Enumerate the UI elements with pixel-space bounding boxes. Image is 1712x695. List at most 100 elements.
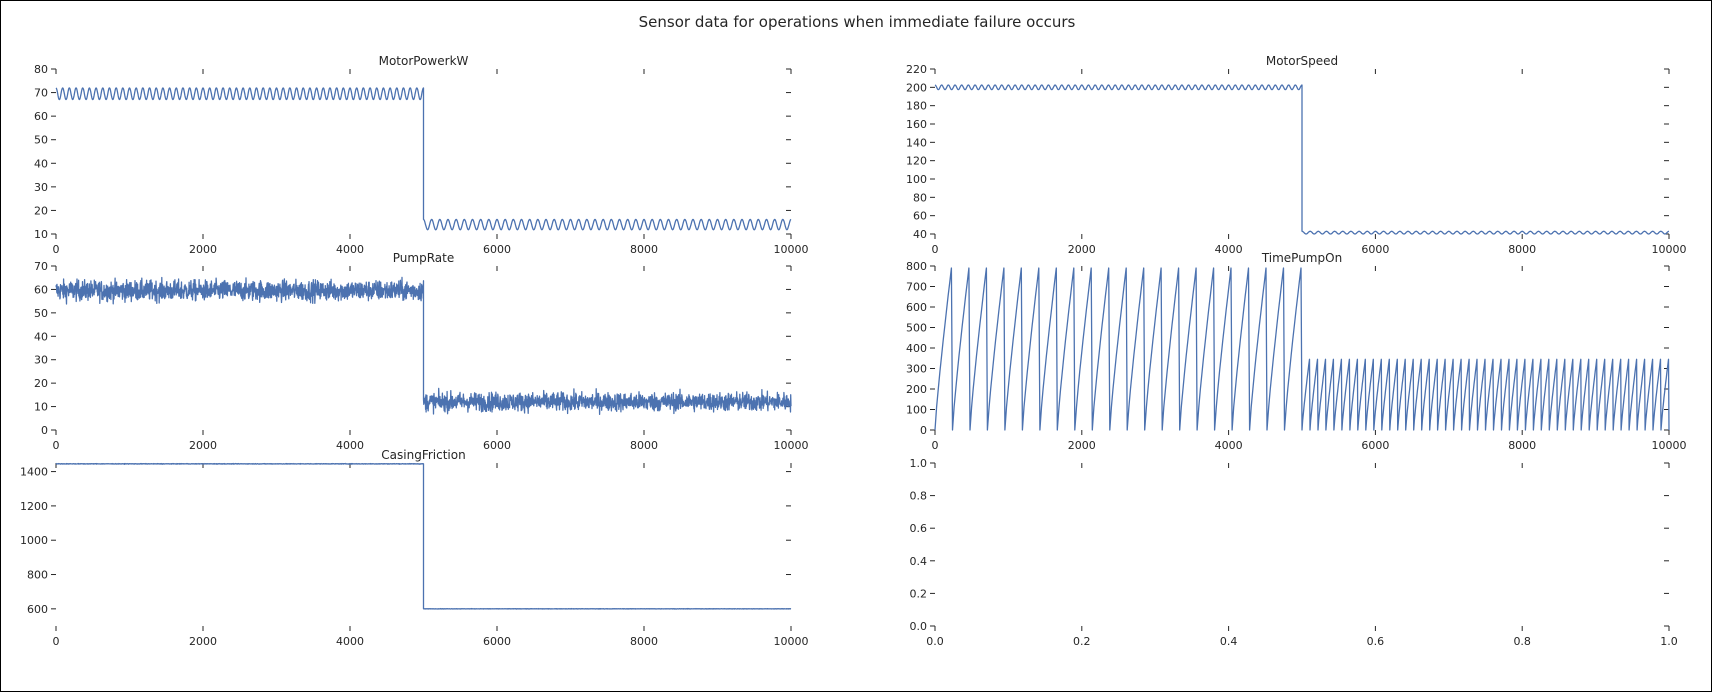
y-tick-label: 600	[27, 603, 48, 616]
y-tick-label: 500	[906, 322, 927, 335]
y-tick-label: 800	[27, 569, 48, 582]
subplot-1: 0 2000 4000 6000 8000 10000 10 20 30 40 50 60 70 80 Mo…	[34, 54, 809, 256]
y-tick-label: 100	[906, 173, 927, 186]
subplot-title: TimePumpOn	[1261, 251, 1342, 265]
y-tick-label: 80	[34, 63, 48, 76]
x-tick-label: 6000	[1361, 439, 1389, 452]
x-tick-label: 2000	[189, 243, 217, 256]
y-tick-label: 70	[34, 87, 48, 100]
x-tick-label: 6000	[483, 243, 511, 256]
y-tick-label: 50	[34, 134, 48, 147]
x-tick-label: 6000	[483, 635, 511, 648]
x-tick-label: 2000	[189, 635, 217, 648]
subplot-title: MotorSpeed	[1266, 54, 1338, 68]
x-tick-label: 4000	[336, 243, 364, 256]
y-tick-label: 10	[34, 401, 48, 414]
y-tick-label: 0.4	[910, 555, 928, 568]
x-tick-label: 0	[932, 439, 939, 452]
subplot-title: MotorPowerkW	[379, 54, 469, 68]
y-tick-label: 20	[34, 204, 48, 217]
y-tick-label: 700	[906, 281, 927, 294]
y-tick-label: 60	[34, 283, 48, 296]
x-tick-label: 0.2	[1073, 635, 1091, 648]
y-tick-label: 100	[906, 404, 927, 417]
y-tick-label: 0.2	[910, 587, 928, 600]
x-tick-label: 2000	[1068, 439, 1096, 452]
y-tick-label: 800	[906, 260, 927, 273]
y-tick-label: 120	[906, 155, 927, 168]
subplot-2: 0 2000 4000 6000 8000 10000 40 60 80 100 120 140 160…	[906, 54, 1687, 256]
y-tick-label: 70	[34, 260, 48, 273]
x-tick-label: 2000	[189, 439, 217, 452]
y-tick-label: 60	[913, 210, 927, 223]
x-tick-label: 0.4	[1220, 635, 1238, 648]
y-tick-label: 200	[906, 383, 927, 396]
x-tick-label: 2000	[1068, 243, 1096, 256]
y-tick-label: 30	[34, 181, 48, 194]
subplot-title: CasingFriction	[381, 448, 465, 462]
series-line	[934, 84, 1670, 235]
y-tick-label: 80	[913, 191, 927, 204]
y-tick-label: 0.6	[910, 522, 928, 535]
y-tick-label: 140	[906, 136, 927, 149]
x-tick-label: 10000	[774, 439, 809, 452]
x-tick-label: 4000	[336, 635, 364, 648]
x-tick-label: 4000	[336, 439, 364, 452]
x-tick-label: 0	[932, 243, 939, 256]
x-tick-label: 0.8	[1513, 635, 1531, 648]
x-tick-label: 10000	[1652, 243, 1687, 256]
y-tick-label: 600	[906, 301, 927, 314]
x-tick-label: 0	[53, 635, 60, 648]
x-tick-label: 4000	[1215, 439, 1243, 452]
x-tick-label: 0	[53, 243, 60, 256]
subplot-5: 0 2000 4000 6000 8000 10000 600 800 1000 1200 1400…	[20, 448, 809, 648]
y-tick-label: 200	[906, 81, 927, 94]
subplot-3: 0 2000 4000 6000 8000 10000 0 10 20 30 40 50 60 70 Pum…	[34, 251, 809, 452]
x-tick-label: 0.0	[926, 635, 944, 648]
y-tick-label: 0.8	[910, 490, 928, 503]
figure-title: Sensor data for operations when immediat…	[638, 13, 1076, 31]
y-tick-label: 180	[906, 100, 927, 113]
y-tick-label: 160	[906, 118, 927, 131]
y-tick-label: 400	[906, 342, 927, 355]
y-tick-label: 30	[34, 354, 48, 367]
series-line	[55, 87, 792, 231]
subplot-4: 0 2000 4000 6000 8000 10000 0 100 200 300 400 500 60…	[906, 251, 1687, 452]
x-tick-label: 8000	[630, 635, 658, 648]
x-tick-label: 0.6	[1367, 635, 1385, 648]
series-line	[55, 276, 792, 416]
x-tick-label: 0	[53, 439, 60, 452]
y-tick-label: 40	[34, 157, 48, 170]
x-tick-label: 6000	[483, 439, 511, 452]
y-tick-label: 220	[906, 63, 927, 76]
y-tick-label: 60	[34, 110, 48, 123]
x-tick-label: 10000	[1652, 439, 1687, 452]
subplot-title: PumpRate	[393, 251, 454, 265]
x-tick-label: 8000	[630, 243, 658, 256]
y-tick-label: 1000	[20, 534, 48, 547]
y-tick-label: 40	[34, 330, 48, 343]
y-tick-label: 0	[41, 424, 48, 437]
x-tick-label: 10000	[774, 635, 809, 648]
x-tick-label: 8000	[1508, 439, 1536, 452]
series-line	[934, 267, 1670, 431]
x-tick-label: 8000	[1508, 243, 1536, 256]
x-tick-label: 6000	[1361, 243, 1389, 256]
subplot-6: 0.0 0.2 0.4 0.6 0.8 1.0 0.0 0.2 0.4 0.6 0.8 1.0	[910, 457, 1678, 648]
y-tick-label: 0	[920, 424, 927, 437]
x-tick-label: 10000	[774, 243, 809, 256]
y-tick-label: 1200	[20, 500, 48, 513]
y-tick-label: 0.0	[910, 620, 928, 633]
y-tick-label: 10	[34, 228, 48, 241]
x-tick-label: 8000	[630, 439, 658, 452]
y-tick-label: 300	[906, 363, 927, 376]
y-tick-label: 1.0	[910, 457, 928, 470]
y-tick-label: 50	[34, 307, 48, 320]
y-tick-label: 40	[913, 228, 927, 241]
x-tick-label: 4000	[1215, 243, 1243, 256]
series-line	[55, 462, 792, 610]
y-tick-label: 20	[34, 377, 48, 390]
y-tick-label: 1400	[20, 466, 48, 479]
